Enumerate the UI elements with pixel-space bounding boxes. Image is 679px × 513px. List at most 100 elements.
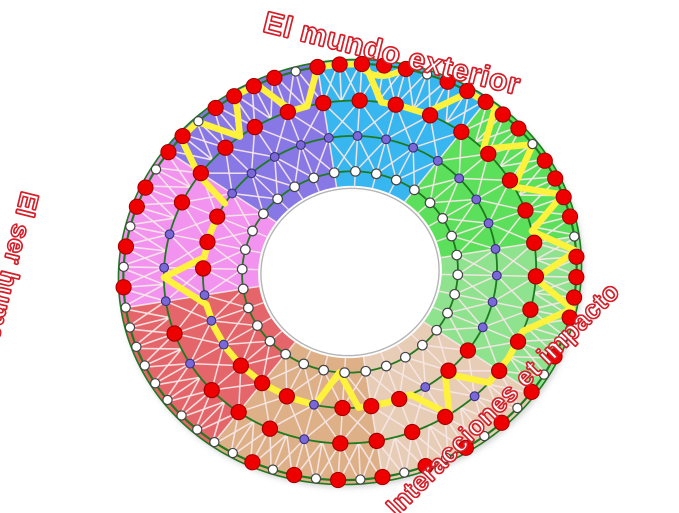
node-highlighted	[494, 106, 511, 123]
node-highlighted	[536, 152, 553, 169]
node-highlighted	[457, 439, 474, 456]
node-highlighted	[137, 179, 154, 196]
node-outer	[538, 369, 550, 380]
node-highlighted	[279, 103, 296, 121]
node-outer	[162, 394, 173, 406]
center-hole	[260, 187, 440, 357]
node-purple	[227, 188, 238, 199]
node-outer	[421, 69, 433, 80]
node-purple	[323, 132, 334, 143]
node-inner	[446, 230, 458, 242]
node-inner	[328, 167, 340, 179]
sector-red	[120, 286, 296, 446]
node-outer	[124, 322, 136, 333]
node-purple	[206, 315, 217, 326]
node-highlighted	[375, 57, 393, 74]
node-purple	[483, 218, 494, 229]
node-purple	[420, 382, 431, 393]
node-purple	[218, 339, 229, 350]
node-highlighted	[363, 397, 380, 415]
node-outer	[267, 464, 279, 475]
node-inner	[308, 172, 320, 184]
node-outer	[192, 424, 203, 435]
node-highlighted	[266, 69, 283, 86]
node-highlighted	[522, 301, 539, 318]
node-highlighted	[368, 432, 385, 450]
node-inner	[442, 307, 453, 319]
node-outer	[557, 332, 569, 343]
node-highlighted	[491, 362, 508, 379]
node-highlighted	[555, 189, 572, 206]
node-highlighted	[353, 55, 371, 73]
node-highlighted	[230, 403, 247, 421]
node-highlighted	[199, 233, 216, 251]
node-highlighted	[278, 388, 295, 405]
node-outer	[209, 436, 220, 448]
node-outer	[399, 467, 410, 478]
node-highlighted	[246, 118, 263, 136]
node-highlighted	[253, 374, 271, 392]
node-highlighted	[309, 58, 326, 76]
node-inner	[350, 165, 361, 177]
node-purple	[295, 140, 306, 150]
node-outer	[176, 410, 187, 421]
node-outer	[149, 378, 161, 389]
node-outer	[150, 164, 162, 175]
node-purple	[471, 194, 482, 205]
node-inner	[318, 364, 330, 376]
node-inner	[390, 174, 402, 186]
node-purple	[159, 262, 170, 273]
node-highlighted	[192, 165, 209, 182]
node-highlighted	[174, 127, 191, 145]
node-purple	[469, 391, 480, 402]
node-outer	[139, 360, 150, 371]
node-outer	[227, 447, 239, 459]
node-highlighted	[501, 172, 519, 189]
node-highlighted	[166, 325, 183, 342]
node-highlighted	[351, 92, 368, 109]
node-highlighted	[568, 269, 585, 286]
node-highlighted	[115, 279, 132, 296]
node-inner	[380, 360, 392, 372]
node-highlighted	[397, 60, 414, 78]
node-highlighted	[509, 333, 527, 350]
node-highlighted	[453, 123, 470, 141]
node-purple	[160, 296, 171, 307]
node-highlighted	[493, 414, 510, 431]
node-purple	[199, 290, 210, 300]
node-highlighted	[527, 268, 545, 285]
node-outer	[569, 231, 580, 242]
node-inner	[437, 212, 449, 224]
node-highlighted	[117, 238, 135, 255]
node-inner	[431, 324, 443, 336]
node-purple	[269, 151, 280, 162]
node-highlighted	[209, 208, 226, 225]
node-highlighted	[565, 289, 583, 306]
node-highlighted	[517, 202, 534, 219]
node-purple	[487, 297, 498, 307]
node-highlighted	[477, 93, 494, 111]
node-highlighted	[207, 99, 224, 117]
node-highlighted	[561, 208, 579, 225]
node-outer	[118, 261, 129, 273]
node-purple	[352, 131, 363, 141]
node-highlighted	[404, 423, 421, 441]
node-purple	[490, 244, 501, 254]
node-highlighted	[439, 73, 456, 90]
node-highlighted	[510, 120, 527, 137]
node-highlighted	[526, 234, 543, 251]
node-inner	[451, 249, 463, 261]
node-inner	[280, 348, 292, 360]
node-highlighted	[332, 435, 349, 452]
node-highlighted	[315, 94, 332, 112]
node-inner	[370, 168, 382, 180]
node-outer	[479, 430, 490, 442]
node-highlighted	[334, 399, 351, 417]
node-outer	[355, 474, 366, 485]
node-inner	[247, 225, 258, 237]
node-purple	[477, 322, 488, 333]
node-outer	[440, 452, 452, 464]
node-outer	[512, 402, 523, 414]
node-highlighted	[391, 390, 408, 408]
